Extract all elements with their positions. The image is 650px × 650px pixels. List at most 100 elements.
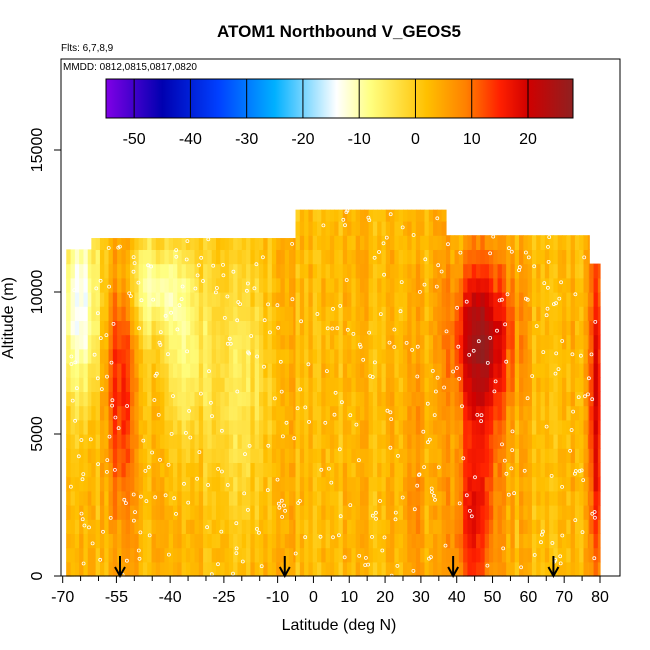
heatmap-cell xyxy=(501,249,507,265)
heatmap-cell xyxy=(355,277,361,293)
heatmap-cell xyxy=(544,348,550,364)
heatmap-cell xyxy=(390,505,395,520)
heatmap-cell xyxy=(91,476,97,492)
heatmap-cell xyxy=(70,377,76,392)
heatmap-cell xyxy=(437,462,443,478)
heatmap-cell xyxy=(130,462,135,478)
data-point xyxy=(180,284,185,289)
heatmap-cell xyxy=(476,462,481,478)
heatmap-cell xyxy=(553,334,559,350)
heatmap-cell xyxy=(402,363,408,378)
heatmap-cell xyxy=(454,235,460,250)
heatmap-cell xyxy=(121,249,127,265)
heatmap-cell xyxy=(355,249,361,265)
heatmap-cell xyxy=(181,547,187,563)
data-point xyxy=(116,426,121,431)
heatmap-cell xyxy=(95,462,101,478)
heatmap-cell xyxy=(142,490,148,506)
heatmap-cell xyxy=(411,405,417,421)
data-point xyxy=(276,501,281,506)
heatmap-cell xyxy=(454,505,460,520)
heatmap-cell xyxy=(428,221,434,236)
heatmap-cell xyxy=(347,476,352,492)
heatmap-cell xyxy=(381,391,387,407)
heatmap-cell xyxy=(411,519,417,534)
heatmap-cell xyxy=(407,263,413,279)
heatmap-cell xyxy=(241,306,247,321)
heatmap-cell xyxy=(160,476,166,492)
heatmap-cell xyxy=(284,561,290,577)
heatmap-cell xyxy=(79,292,85,307)
heatmap-cell xyxy=(263,277,269,293)
heatmap-cell xyxy=(347,221,352,236)
heatmap-cell xyxy=(304,348,310,364)
heatmap-cell xyxy=(329,363,335,378)
heatmap-cell xyxy=(198,519,204,534)
heatmap-cell xyxy=(527,363,533,378)
heatmap-cell xyxy=(228,434,234,449)
heatmap-cell xyxy=(134,263,140,279)
heatmap-cell xyxy=(463,448,469,463)
heatmap-cell xyxy=(377,505,383,520)
heatmap-cell xyxy=(203,363,208,378)
heatmap-cell xyxy=(83,419,89,435)
heatmap-cell xyxy=(351,306,357,321)
heatmap-cell xyxy=(321,334,327,350)
heatmap-cell xyxy=(246,363,251,378)
heatmap-cell xyxy=(263,405,269,421)
heatmap-cell xyxy=(544,434,550,449)
heatmap-cell xyxy=(536,263,542,279)
heatmap-cell xyxy=(536,490,542,506)
heatmap-cell xyxy=(562,277,567,293)
heatmap-cell xyxy=(321,533,327,549)
heatmap-cell xyxy=(220,448,226,463)
heatmap-cell xyxy=(583,434,589,449)
heatmap-cell xyxy=(493,476,499,492)
heatmap-cell xyxy=(450,405,456,421)
heatmap-cell xyxy=(557,476,563,492)
heatmap-cell xyxy=(216,334,221,350)
data-point xyxy=(415,374,420,379)
heatmap-cell xyxy=(506,249,512,265)
heatmap-cell xyxy=(203,405,208,421)
heatmap-cell xyxy=(514,363,520,378)
heatmap-cell xyxy=(549,334,555,350)
heatmap-cell xyxy=(108,419,114,435)
heatmap-cell xyxy=(325,377,331,392)
heatmap-cell xyxy=(125,334,131,350)
heatmap-cell xyxy=(329,391,335,407)
heatmap-cell xyxy=(458,505,464,520)
heatmap-cell xyxy=(125,547,131,563)
heatmap-cell xyxy=(173,434,178,449)
heatmap-cell xyxy=(428,209,434,222)
heatmap-cell xyxy=(151,320,157,336)
heatmap-cell xyxy=(198,391,204,407)
heatmap-cell xyxy=(360,320,365,336)
heatmap-cell xyxy=(334,434,340,449)
data-point xyxy=(131,255,136,260)
heatmap-cell xyxy=(351,434,357,449)
heatmap-cell xyxy=(99,434,105,449)
heatmap-cell xyxy=(168,547,174,563)
heatmap-cell xyxy=(536,348,542,364)
heatmap-cell xyxy=(112,391,118,407)
heatmap-cell xyxy=(536,249,542,265)
heatmap-cell xyxy=(360,377,365,392)
heatmap-cell xyxy=(246,462,251,478)
data-point xyxy=(298,387,303,392)
heatmap-cell xyxy=(338,505,344,520)
heatmap-cell xyxy=(415,320,421,336)
heatmap-cell xyxy=(355,363,361,378)
data-point xyxy=(149,264,154,269)
heatmap-cell xyxy=(364,292,370,307)
heatmap-cell xyxy=(207,334,213,350)
heatmap-cell xyxy=(177,462,183,478)
data-point xyxy=(216,562,220,567)
heatmap-cell xyxy=(437,391,443,407)
heatmap-cell xyxy=(325,235,331,250)
heatmap-cell xyxy=(185,462,191,478)
heatmap-cell xyxy=(557,334,563,350)
heatmap-cell xyxy=(295,221,301,236)
data-point xyxy=(415,483,420,488)
heatmap-cell xyxy=(87,547,92,563)
